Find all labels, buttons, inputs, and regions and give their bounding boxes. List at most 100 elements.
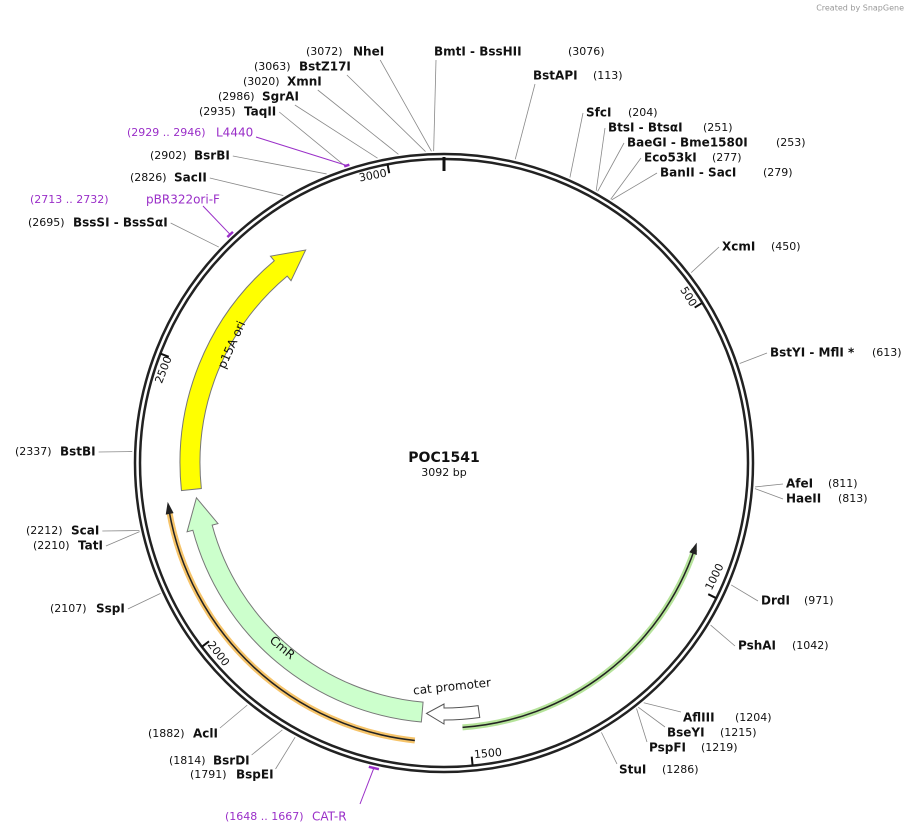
primer-range: (2929 .. 2946): [127, 126, 206, 139]
site-name: DrdI: [761, 594, 790, 608]
binding-head: [689, 542, 697, 556]
site-leader: [251, 729, 283, 756]
tick-mark: [470, 756, 474, 766]
site-leader: [690, 246, 720, 273]
primer-mark: [368, 765, 380, 771]
site-position: (450): [771, 240, 801, 253]
site-position: (813): [838, 492, 868, 505]
site-name: XmnI: [287, 75, 322, 89]
primer-mark: [226, 230, 234, 238]
binding-head: [165, 501, 174, 515]
site-position: (2935): [199, 105, 236, 118]
site-name: StuI: [619, 763, 646, 777]
site-position: (277): [712, 151, 742, 164]
site-position: (2695): [28, 216, 65, 229]
primer-leader: [202, 205, 231, 235]
site-name: AclI: [193, 727, 218, 741]
site-name: SfcI: [586, 106, 611, 120]
site-position: (1814): [169, 754, 206, 767]
site-position: (2210): [33, 539, 70, 552]
site-leader: [294, 104, 378, 159]
site-name: ScaI: [71, 524, 99, 538]
tick-label: 2500: [152, 354, 174, 385]
site-leader: [610, 157, 642, 200]
primer-name: L4440: [216, 126, 253, 140]
primer-name: pBR322ori-F: [146, 193, 220, 207]
site-name: BsrDI: [213, 754, 250, 768]
feature-arrow: [179, 249, 307, 492]
site-position: (204): [628, 106, 658, 119]
feature-arrow: [425, 703, 481, 725]
site-name: BspEI: [236, 768, 274, 782]
site-position: (2107): [50, 602, 87, 615]
site-leader: [637, 706, 666, 728]
site-name: AfeI: [786, 477, 813, 491]
site-name: PshAI: [738, 639, 776, 653]
site-position: (2212): [26, 524, 63, 537]
site-position: (1219): [701, 741, 738, 754]
site-name: HaeII: [786, 492, 821, 506]
site-name: BaeGI - Bme1580I: [627, 136, 748, 150]
site-name: BmtI - BssHII: [434, 45, 522, 59]
site-name: TatI: [78, 539, 103, 553]
site-leader: [754, 488, 784, 500]
tick-label: 1000: [703, 561, 727, 592]
binding-line: [168, 511, 415, 742]
feature-label: cat promoter: [412, 675, 491, 697]
site-position: (811): [828, 477, 858, 490]
site-leader: [317, 89, 399, 155]
site-name: TaqII: [244, 105, 276, 119]
site-name: BstAPI: [533, 69, 578, 83]
site-position: (253): [776, 136, 806, 149]
site-leader: [105, 531, 140, 547]
site-leader: [755, 483, 784, 488]
site-leader: [710, 624, 736, 647]
site-position: (1882): [148, 727, 185, 740]
tick-label: 500: [677, 284, 699, 309]
site-leader: [170, 222, 219, 248]
site-leader: [601, 732, 618, 765]
site-position: (3020): [243, 75, 280, 88]
site-leader: [232, 155, 327, 175]
site-leader: [209, 177, 284, 196]
site-position: (1286): [662, 763, 699, 776]
site-name: BanII - SacI: [660, 166, 736, 180]
tick-mark: [201, 640, 210, 648]
site-name: BsrBI: [194, 149, 230, 163]
tick-mark: [160, 352, 170, 358]
site-position: (1042): [792, 639, 829, 652]
site-position: (3076): [568, 45, 605, 58]
plasmid-name: POC1541: [408, 450, 479, 466]
site-name: XcmI: [722, 240, 755, 254]
site-leader: [569, 112, 584, 178]
site-leader: [127, 593, 161, 610]
primer-range: (1648 .. 1667): [225, 810, 304, 823]
credit: Created by SnapGene: [816, 4, 904, 13]
site-position: (251): [703, 121, 733, 134]
site-leader: [730, 584, 759, 602]
site-name: BstZ17I: [299, 60, 351, 74]
binding-glow: [462, 548, 698, 731]
site-name: BseYI: [667, 726, 705, 740]
site-position: (1215): [720, 726, 757, 739]
site-leader: [514, 83, 536, 160]
site-name: BssSI - BssSαI: [73, 216, 168, 230]
site-leader: [433, 59, 437, 152]
site-name: PspFI: [649, 741, 686, 755]
site-position: (2337): [15, 445, 52, 458]
site-position: (1204): [735, 711, 772, 724]
tick-mark: [694, 301, 703, 309]
site-name: BstBI: [60, 445, 96, 459]
binding-line: [462, 549, 696, 729]
primer-leader: [255, 136, 347, 166]
site-name: SacII: [174, 171, 207, 185]
site-position: (113): [593, 69, 623, 82]
site-position: (2986): [218, 90, 255, 103]
site-leader: [597, 142, 625, 192]
site-position: (2826): [130, 171, 167, 184]
backbone-outer: [133, 152, 755, 774]
site-position: (2902): [150, 149, 187, 162]
site-name: AflIII: [683, 711, 715, 725]
site-leader: [611, 172, 658, 201]
site-leader: [595, 127, 606, 191]
